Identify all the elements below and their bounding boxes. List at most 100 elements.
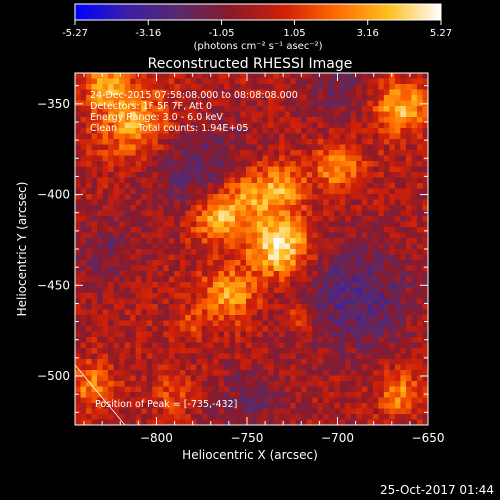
heatmap-cell bbox=[405, 375, 413, 382]
heatmap-cell bbox=[141, 95, 148, 102]
heatmap-cell bbox=[361, 144, 368, 151]
heatmap-cell bbox=[268, 89, 275, 96]
heatmap-cell bbox=[284, 414, 291, 421]
heatmap-cell bbox=[262, 342, 269, 349]
heatmap-cell bbox=[323, 408, 330, 415]
heatmap-cell bbox=[102, 315, 109, 322]
heatmap-cell bbox=[119, 342, 126, 349]
heatmap-cell bbox=[135, 243, 142, 250]
heatmap-cell bbox=[218, 172, 225, 179]
heatmap-cell bbox=[80, 161, 87, 168]
heatmap-cell bbox=[422, 287, 428, 294]
heatmap-cell bbox=[323, 282, 330, 289]
heatmap-cell bbox=[157, 199, 164, 206]
heatmap-cell bbox=[372, 348, 379, 355]
heatmap-cell bbox=[91, 293, 98, 300]
heatmap-cell bbox=[119, 298, 126, 305]
heatmap-cell bbox=[378, 100, 385, 107]
heatmap-cell bbox=[124, 364, 131, 371]
heatmap-cell bbox=[356, 122, 363, 129]
heatmap-cell bbox=[229, 392, 236, 399]
heatmap-cell bbox=[312, 381, 319, 388]
heatmap-cell bbox=[345, 111, 352, 118]
heatmap-cell bbox=[174, 122, 181, 129]
heatmap-cell bbox=[378, 304, 385, 311]
heatmap-cell bbox=[279, 348, 286, 355]
heatmap-cell bbox=[223, 364, 231, 371]
heatmap-cell bbox=[334, 408, 341, 415]
heatmap-cell bbox=[240, 419, 247, 425]
heatmap-cell bbox=[146, 276, 153, 283]
heatmap-cell bbox=[80, 337, 87, 344]
heatmap-cell bbox=[97, 106, 104, 113]
heatmap-cell bbox=[130, 304, 137, 311]
heatmap-cell bbox=[179, 353, 186, 360]
heatmap-cell bbox=[389, 128, 396, 135]
heatmap-cell bbox=[361, 238, 368, 245]
heatmap-cell bbox=[345, 414, 352, 421]
x-axis-label: Heliocentric X (arcsec) bbox=[182, 448, 318, 462]
heatmap-cell bbox=[350, 73, 357, 80]
heatmap-cell bbox=[334, 326, 341, 333]
heatmap-cell bbox=[328, 210, 335, 217]
heatmap-cell bbox=[196, 139, 203, 146]
heatmap-cell bbox=[234, 133, 242, 140]
heatmap-cell bbox=[345, 397, 352, 404]
heatmap-cell bbox=[91, 265, 98, 272]
heatmap-cell bbox=[251, 227, 258, 234]
heatmap-cell bbox=[119, 397, 126, 404]
heatmap-cell bbox=[102, 177, 109, 184]
heatmap-cell bbox=[273, 238, 280, 245]
heatmap-cell bbox=[251, 166, 258, 173]
heatmap-cell bbox=[223, 177, 231, 184]
heatmap-cell bbox=[168, 111, 175, 118]
heatmap-cell bbox=[223, 403, 231, 410]
heatmap-cell bbox=[312, 315, 319, 322]
heatmap-cell bbox=[378, 331, 385, 338]
heatmap-cell bbox=[179, 155, 186, 162]
heatmap-cell bbox=[383, 386, 390, 393]
heatmap-cell bbox=[212, 243, 220, 250]
heatmap-cell bbox=[334, 205, 341, 212]
heatmap-cell bbox=[416, 403, 424, 410]
heatmap-cell bbox=[339, 381, 346, 388]
heatmap-cell bbox=[422, 386, 428, 393]
heatmap-cell bbox=[75, 205, 82, 212]
heatmap-cell bbox=[86, 216, 93, 223]
heatmap-cell bbox=[212, 364, 220, 371]
heatmap-cell bbox=[284, 117, 291, 124]
heatmap-cell bbox=[262, 392, 269, 399]
heatmap-cell bbox=[108, 166, 115, 173]
heatmap-cell bbox=[141, 117, 148, 124]
heatmap-cell bbox=[416, 194, 424, 201]
heatmap-cell bbox=[268, 199, 275, 206]
heatmap-cell bbox=[350, 205, 357, 212]
heatmap-cell bbox=[212, 78, 220, 85]
heatmap-cell bbox=[295, 260, 302, 267]
heatmap-cell bbox=[108, 315, 115, 322]
heatmap-cell bbox=[372, 304, 379, 311]
heatmap-cell bbox=[113, 210, 120, 217]
heatmap-cell bbox=[240, 249, 247, 256]
heatmap-cell bbox=[361, 194, 368, 201]
heatmap-cell bbox=[91, 331, 98, 338]
heatmap-cell bbox=[251, 353, 258, 360]
heatmap-cell bbox=[179, 342, 186, 349]
heatmap-cell bbox=[290, 293, 297, 300]
heatmap-cell bbox=[268, 95, 275, 102]
heatmap-cell bbox=[108, 106, 115, 113]
heatmap-cell bbox=[405, 177, 413, 184]
heatmap-cell bbox=[378, 243, 385, 250]
heatmap-cell bbox=[257, 100, 264, 107]
heatmap-cell bbox=[163, 386, 170, 393]
heatmap-cell bbox=[190, 386, 197, 393]
heatmap-cell bbox=[91, 359, 98, 366]
heatmap-cell bbox=[108, 89, 115, 96]
heatmap-cell bbox=[146, 408, 153, 415]
heatmap-cell bbox=[179, 386, 186, 393]
heatmap-cell bbox=[317, 150, 324, 157]
heatmap-cell bbox=[383, 232, 390, 239]
heatmap-cell bbox=[108, 128, 115, 135]
heatmap-cell bbox=[97, 315, 104, 322]
heatmap-cell bbox=[350, 320, 357, 327]
